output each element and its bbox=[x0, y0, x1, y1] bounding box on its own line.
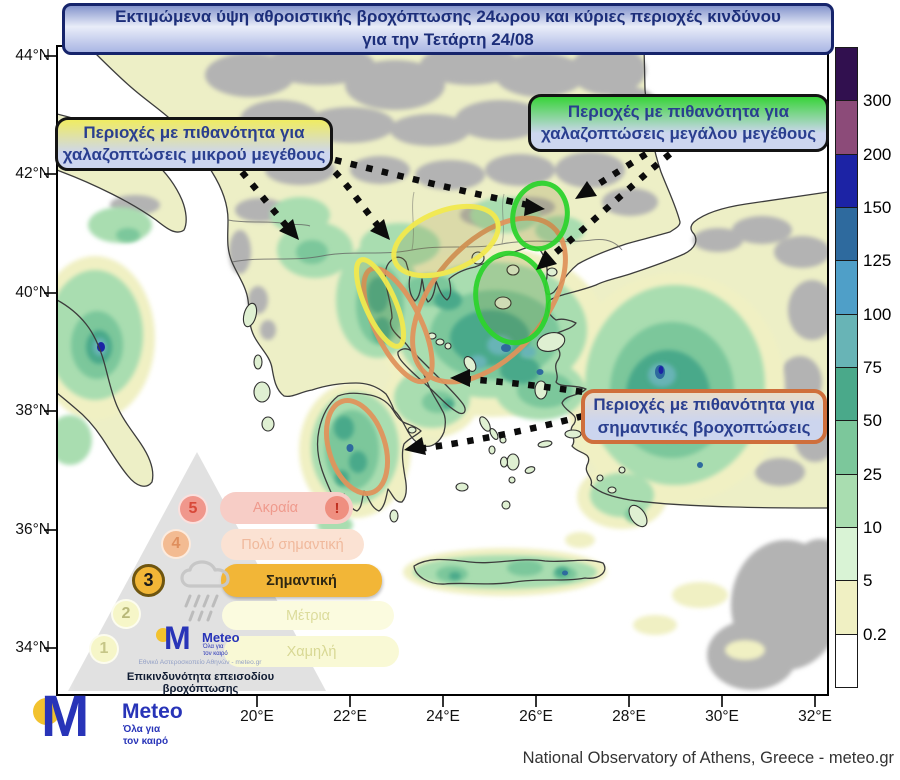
colorbar-segment bbox=[835, 420, 858, 475]
colorbar-segment bbox=[835, 526, 858, 582]
colorbar-label: 10 bbox=[863, 518, 882, 537]
logo-name: Meteo bbox=[202, 630, 240, 645]
colorbar-segment bbox=[835, 580, 858, 635]
colorbar-label: 0.2 bbox=[863, 625, 887, 644]
title-line1: Εκτιμώμενα ύψη αθροιστικής βροχόπτωσης 2… bbox=[115, 7, 781, 27]
colorbar-label: 5 bbox=[863, 571, 873, 590]
logo-tagline1: Όλα για bbox=[123, 724, 161, 735]
arrow-heads bbox=[279, 181, 597, 455]
pyramid-logo-org: Εθνικό Αστεροσκοπείο Αθηνών - meteo.gr bbox=[138, 659, 262, 666]
heavy-rain-ellipse-west bbox=[361, 265, 435, 385]
axis-ticks bbox=[44, 55, 816, 707]
large-hail-ellipse-aegean bbox=[473, 250, 551, 346]
colorbar-segment bbox=[835, 366, 858, 422]
colorbar-segment bbox=[835, 473, 858, 528]
colorbar-segment bbox=[835, 100, 858, 155]
colorbar-label: 300 bbox=[863, 91, 892, 110]
colorbar bbox=[835, 47, 858, 688]
risk-level-circle-1: 1 bbox=[89, 634, 119, 664]
lat-label: 38°N bbox=[15, 402, 50, 419]
colorbar-label: 100 bbox=[863, 305, 892, 324]
callout-heavy-rain: Περιοχές με πιθανότητα για σημαντικές βρ… bbox=[581, 389, 827, 444]
colorbar-segment bbox=[835, 153, 858, 208]
logo-letter: M bbox=[41, 684, 90, 749]
risk-level-circle-4: 4 bbox=[161, 529, 191, 559]
attribution: National Observatory of Athens, Greece -… bbox=[522, 749, 894, 767]
colorbar-label: 200 bbox=[863, 145, 892, 164]
lon-label: 30°E bbox=[705, 708, 739, 725]
colorbar-segment bbox=[835, 206, 858, 262]
logo-tagline2: τον καιρό bbox=[203, 651, 228, 657]
rain-150-200-layer bbox=[97, 342, 664, 374]
rain-cloud-icon bbox=[180, 560, 230, 622]
logo-name: Meteo bbox=[122, 700, 183, 723]
map-title: Εκτιμώμενα ύψη αθροιστικής βροχόπτωσης 2… bbox=[62, 3, 834, 55]
risk-pill-3: Σημαντική bbox=[221, 564, 382, 597]
islands-layer bbox=[242, 251, 648, 528]
risk-pill-1: Χαμηλή bbox=[224, 636, 399, 667]
lat-label: 44°N bbox=[15, 47, 50, 64]
logo-tagline1: Όλα για bbox=[203, 644, 224, 650]
colorbar-label: 75 bbox=[863, 358, 882, 377]
lon-label: 22°E bbox=[333, 708, 367, 725]
colorbar-segment bbox=[835, 47, 858, 102]
colorbar-segment bbox=[835, 633, 858, 688]
risk-level-circle-5: 5 bbox=[178, 494, 208, 524]
risk-pill-4: Πολύ σημαντική bbox=[221, 529, 364, 560]
title-line2: για την Τετάρτη 24/08 bbox=[362, 30, 534, 49]
risk-level-circle-3: 3 bbox=[132, 564, 165, 597]
small-hail-ellipse-pindus bbox=[353, 257, 407, 349]
meteo-logo: M Meteo Όλα για τον καιρό bbox=[28, 684, 228, 762]
logo-letter: M bbox=[164, 620, 191, 656]
colorbar-label: 25 bbox=[863, 465, 882, 484]
annotation-arrows bbox=[239, 151, 673, 453]
risk-level-circle-2: 2 bbox=[111, 599, 141, 629]
logo-dot bbox=[156, 628, 170, 642]
pyramid-logo: M Meteo Όλα για τον καιρό bbox=[150, 620, 270, 660]
lon-label: 26°E bbox=[519, 708, 553, 725]
callout-small-hail: Περιοχές με πιθανότητα για χαλαζοπτώσεις… bbox=[55, 117, 333, 171]
lat-label: 40°N bbox=[15, 284, 50, 301]
colorbar-label: 125 bbox=[863, 251, 892, 270]
lon-label: 20°E bbox=[240, 708, 274, 725]
callout-large-hail: Περιοχές με πιθανότητα για χαλαζοπτώσεις… bbox=[528, 94, 829, 152]
colorbar-label: 50 bbox=[863, 411, 882, 430]
alert-badge: ! bbox=[325, 496, 349, 520]
lon-label: 24°E bbox=[426, 708, 460, 725]
risk-pill-2: Μέτρια bbox=[222, 601, 394, 630]
colorbar-label: 150 bbox=[863, 198, 892, 217]
border-layer bbox=[227, 191, 623, 263]
colorbar-segment bbox=[835, 313, 858, 368]
lat-label: 36°N bbox=[15, 521, 50, 538]
lat-label: 42°N bbox=[15, 165, 50, 182]
lon-label: 28°E bbox=[612, 708, 646, 725]
logo-tagline2: τον καιρό bbox=[123, 736, 169, 747]
lat-label: 34°N bbox=[15, 639, 50, 656]
logo-dot bbox=[33, 698, 60, 725]
risk-pill-5: Ακραία ! bbox=[220, 492, 353, 524]
heavy-rain-ellipse-peloponnese bbox=[324, 398, 390, 496]
pyramid-caption: Επικινδυνότητα επεισοδίου βροχόπτωσης bbox=[126, 671, 275, 695]
small-hail-ellipse-north bbox=[391, 203, 501, 279]
lon-label: 32°E bbox=[798, 708, 832, 725]
colorbar-segment bbox=[835, 260, 858, 315]
